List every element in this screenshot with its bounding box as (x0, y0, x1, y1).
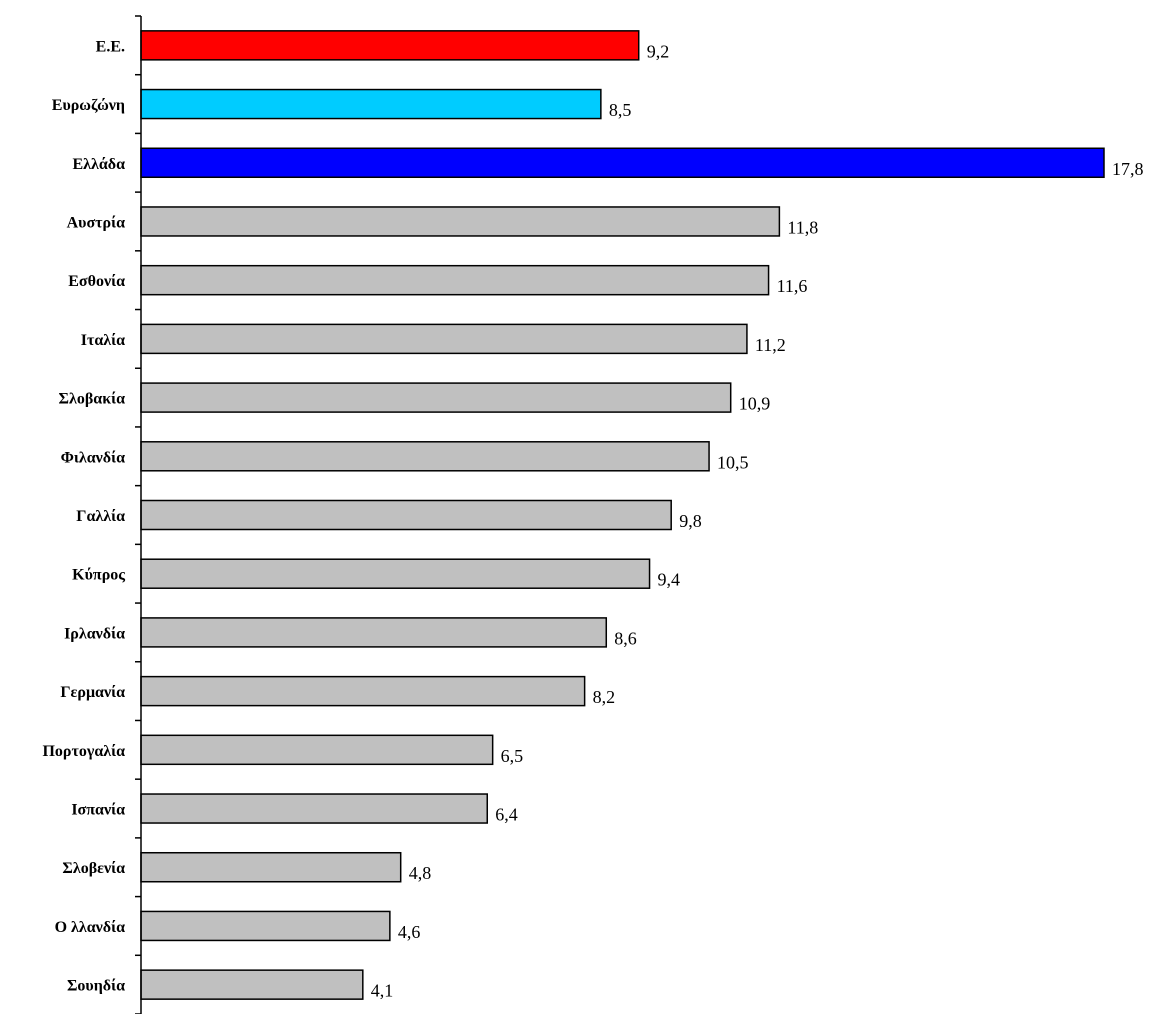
value-label: 9,8 (679, 511, 702, 531)
category-label: Ο λλανδία (55, 919, 126, 936)
bars-layer (140, 30, 1105, 1000)
value-label: 9,2 (647, 41, 670, 61)
value-label: 8,5 (609, 100, 632, 120)
bar-6 (140, 382, 732, 413)
category-label: Ιρλανδία (64, 625, 125, 642)
value-label: 4,6 (398, 922, 421, 942)
category-label: Σλοβακία (59, 391, 126, 408)
bar-2 (140, 147, 1105, 179)
labels-layer: Ε.Ε. 9,2 Ευρωζώνη 8,5 Ελλάδα 17,8 Αυστρία 11,8 Ε… (42, 38, 1143, 1000)
category-label: Πορτογαλία (42, 743, 125, 760)
value-label: 6,4 (495, 805, 518, 825)
category-label: Γαλλία (76, 508, 125, 525)
bar-1 (140, 88, 602, 120)
category-label: Αυστρία (67, 214, 125, 231)
bar-14 (140, 851, 402, 883)
value-label: 10,9 (739, 394, 771, 414)
value-label: 4,1 (371, 981, 394, 1001)
category-label: Σουηδία (67, 978, 125, 995)
bar-11 (140, 675, 586, 707)
category-axis (135, 15, 142, 1015)
bar-13 (140, 793, 488, 824)
category-label: Φιλανδία (61, 449, 125, 466)
category-label: Ισπανία (71, 802, 125, 819)
bar-7 (140, 441, 710, 472)
bar-15 (140, 910, 391, 942)
value-label: 11,2 (755, 335, 786, 355)
value-label: 11,6 (777, 276, 808, 296)
category-label: Ε.Ε. (96, 38, 125, 55)
category-label: Γερμανία (60, 684, 125, 701)
category-label: Ελλάδα (72, 156, 125, 173)
value-label: 8,2 (593, 687, 616, 707)
bar-10 (140, 617, 608, 648)
value-label: 17,8 (1112, 159, 1144, 179)
category-label: Ευρωζώνη (52, 97, 125, 114)
bar-8 (140, 499, 672, 531)
value-label: 10,5 (717, 452, 749, 472)
bar-9 (140, 558, 651, 589)
bar-12 (140, 734, 494, 766)
bar-4 (140, 264, 770, 296)
bar-3 (140, 206, 781, 237)
value-label: 9,4 (658, 570, 681, 590)
bar-16 (140, 969, 364, 1000)
category-label: Σλοβενία (62, 860, 125, 877)
category-label: Κύπρος (72, 567, 125, 584)
value-label: 11,8 (787, 217, 818, 237)
bar-5 (140, 323, 748, 355)
category-label: Ιταλία (81, 332, 125, 349)
bar-0 (140, 30, 640, 61)
category-label: Εσθονία (68, 273, 125, 290)
value-label: 8,6 (614, 628, 637, 648)
value-label: 6,5 (501, 746, 524, 766)
value-label: 4,8 (409, 863, 432, 883)
